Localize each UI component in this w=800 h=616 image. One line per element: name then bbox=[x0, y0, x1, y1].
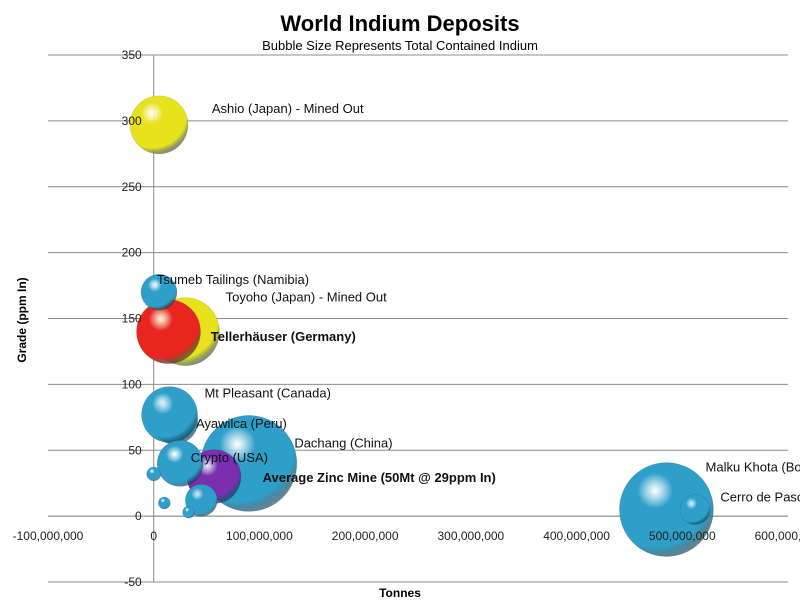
y-tick-label: 350 bbox=[122, 48, 142, 62]
x-axis-title: Tonnes bbox=[379, 586, 421, 600]
bubble-label: Crypto (USA) bbox=[191, 450, 268, 465]
x-tick-label: 200,000,000 bbox=[332, 529, 399, 543]
bubble-blue bbox=[679, 494, 711, 525]
bubble-red bbox=[136, 299, 201, 364]
bubble-yellow bbox=[129, 95, 189, 155]
bubble-label: Cerro de Pasco (Peru) bbox=[720, 490, 800, 505]
bubble-blue bbox=[156, 440, 204, 487]
bubble-blue bbox=[140, 273, 178, 311]
y-axis-title: Grade (ppm In) bbox=[15, 277, 29, 362]
bubble-label: Ayawilca (Peru) bbox=[196, 416, 287, 431]
y-tick-label: 300 bbox=[122, 114, 142, 128]
x-tick-label: 100,000,000 bbox=[226, 529, 293, 543]
bubbles bbox=[129, 95, 714, 557]
bubble-label: Average Zinc Mine (50Mt @ 29ppm In) bbox=[263, 470, 496, 485]
bubble-label: Malku Khota (Bolivia) bbox=[706, 459, 800, 474]
x-tick-label: 300,000,000 bbox=[437, 529, 504, 543]
x-tick-label: 0 bbox=[150, 529, 157, 543]
bubble-blue bbox=[184, 484, 218, 517]
x-tick-label: -100,000,000 bbox=[13, 529, 84, 543]
y-tick-label: 200 bbox=[122, 246, 142, 260]
y-tick-label: 100 bbox=[122, 377, 142, 391]
bubble-blue bbox=[619, 462, 714, 557]
x-tick-label: 600,000,000 bbox=[755, 529, 800, 543]
y-tick-label: 150 bbox=[122, 312, 142, 326]
y-tick-label: 250 bbox=[122, 180, 142, 194]
bubble-label: Mt Pleasant (Canada) bbox=[204, 386, 330, 401]
bubble-label: Dachang (China) bbox=[294, 436, 392, 451]
chart-title: World Indium Deposits bbox=[280, 11, 519, 36]
y-tick-label: 50 bbox=[128, 443, 142, 457]
bubble-label: Ashio (Japan) - Mined Out bbox=[212, 101, 364, 116]
bubble-label: Toyoho (Japan) - Mined Out bbox=[226, 289, 388, 304]
y-tick-label: -50 bbox=[124, 575, 142, 589]
bubble-label: Tsumeb Tailings (Namibia) bbox=[157, 272, 309, 287]
y-tick-label: 0 bbox=[135, 509, 142, 523]
bubble-blue bbox=[182, 505, 195, 519]
bubble-labels: Ashio (Japan) - Mined Out Tsumeb Tailings… bbox=[157, 101, 800, 505]
bubble-blue bbox=[141, 386, 198, 443]
tick-labels: -50 0 50 100 150 200 250 300 350 -100,000,000 0 100… bbox=[13, 48, 800, 589]
x-tick-label: 400,000,000 bbox=[543, 529, 610, 543]
chart-subtitle: Bubble Size Represents Total Contained I… bbox=[262, 38, 538, 53]
x-tick-label: 500,000,000 bbox=[649, 529, 716, 543]
bubble-blue bbox=[157, 496, 171, 510]
bubble-blue bbox=[146, 466, 162, 482]
bubble-label: Tellerhäuser (Germany) bbox=[211, 329, 356, 344]
